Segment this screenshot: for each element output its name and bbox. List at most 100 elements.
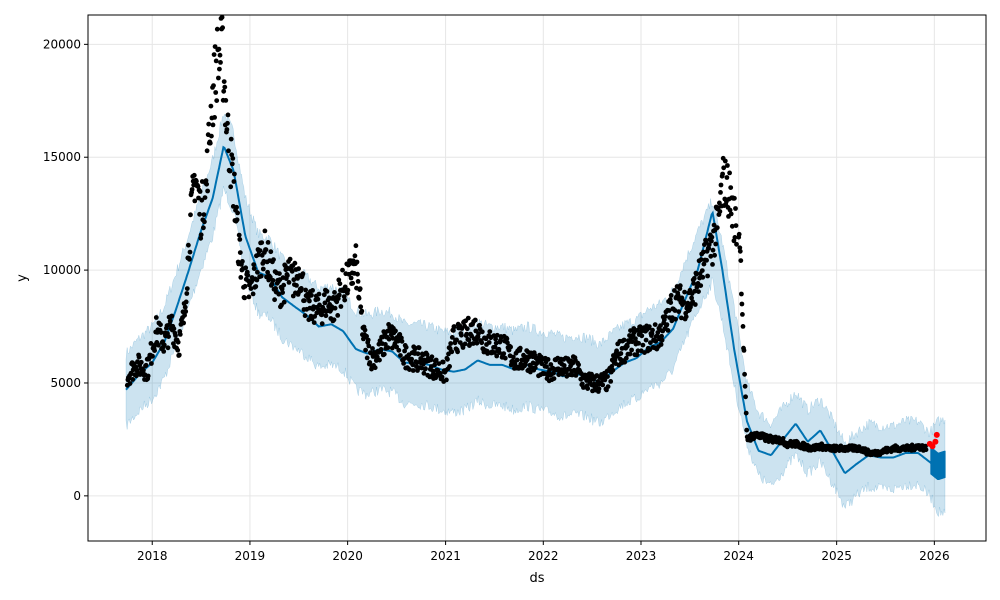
observed-point [673,316,678,322]
observed-point [246,294,252,300]
observed-point [228,136,234,142]
observed-point [236,232,242,238]
observed-point [580,381,585,387]
observed-point [216,46,222,52]
observed-point [623,355,629,361]
observed-point [189,187,195,192]
observed-point [398,353,403,358]
observed-point [191,172,197,178]
observed-point [286,280,292,285]
observed-point [175,347,181,353]
observed-point [217,52,223,58]
observed-point [436,361,442,366]
recent-point [932,438,939,445]
observed-point [658,342,664,347]
observed-point [202,219,207,225]
observed-point [302,313,308,319]
observed-point [451,328,456,333]
observed-point [186,242,191,248]
observed-point [421,361,426,367]
observed-point [206,121,212,127]
observed-point [459,332,464,338]
observed-point [197,189,203,194]
observed-point [494,353,500,359]
observed-point [742,371,747,377]
observed-point [743,410,749,416]
observed-point [739,301,745,307]
recent-point [929,443,936,450]
observed-point [386,336,392,342]
recent-point [933,431,940,438]
observed-point [149,361,154,366]
observed-point [377,357,382,363]
observed-point [158,322,163,328]
observed-point [476,331,481,336]
observed-point [238,275,244,280]
observed-point [740,324,746,329]
observed-point [315,296,321,302]
uncertainty-band [125,113,946,518]
observed-point [439,374,445,380]
observed-point [710,262,715,267]
observed-point [143,362,149,368]
observed-point [287,256,293,262]
observed-point [672,308,678,313]
observed-point [662,314,668,319]
observed-point [736,231,742,237]
observed-point [385,345,391,351]
observed-point [409,356,414,362]
observed-point [197,211,203,217]
x-tick-label: 2019 [235,549,266,563]
observed-point [472,317,478,323]
observed-point [302,298,307,303]
observed-point [217,66,222,72]
observed-point [738,258,744,263]
observed-point [245,272,251,278]
observed-point [312,314,318,319]
observed-point [242,283,248,289]
observed-point [487,329,493,334]
observed-point [336,292,342,298]
plot-frame [87,14,987,542]
observed-point [666,308,672,313]
observed-point [221,79,227,84]
observed-point [608,379,614,384]
observed-point [357,286,363,292]
observed-point [622,359,628,365]
y-tick-label: 5000 [50,376,81,390]
observed-point [204,181,210,187]
observed-point [698,257,704,262]
observed-point [188,212,193,218]
observed-point [269,281,275,287]
observed-point [242,295,248,301]
observed-point [225,112,231,118]
observed-point [321,292,327,298]
observed-point [501,351,507,356]
observed-point [569,372,575,378]
observed-point [497,350,502,355]
observed-point [923,447,929,453]
observed-point [700,274,706,280]
observed-point [479,340,485,346]
observed-point [410,362,416,368]
observed-point [161,349,167,354]
observed-point [505,340,510,346]
observed-point [348,275,354,281]
observed-point [165,345,171,351]
observed-point [355,271,360,277]
observed-point [551,376,557,381]
observed-point [493,340,499,346]
observed-point [364,355,370,361]
observed-point [683,314,689,320]
observed-point [466,337,472,343]
observed-point [212,115,218,120]
observed-point [211,52,217,57]
observed-point [727,207,733,213]
observed-point [183,309,189,314]
observed-point [259,240,265,246]
observed-point [181,320,187,326]
observed-point [474,340,480,346]
observed-point [605,374,610,379]
observed-point [393,328,398,334]
